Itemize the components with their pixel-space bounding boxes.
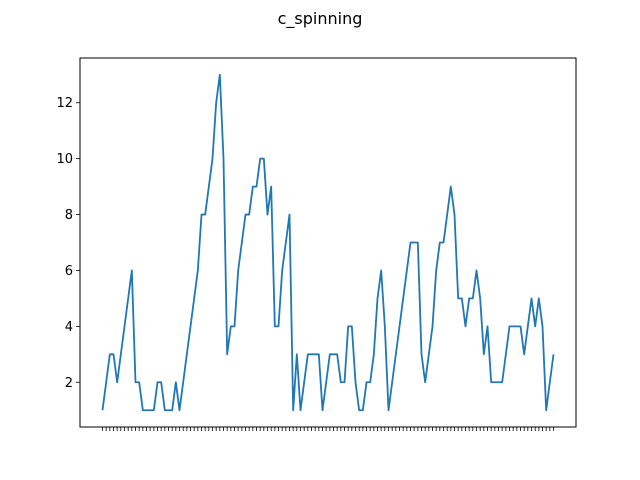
series-line <box>101 73 555 412</box>
y-tick-label: 8 <box>65 208 73 223</box>
y-tick-label: 2 <box>65 376 73 391</box>
y-tick-label: 4 <box>65 320 73 335</box>
series-layer <box>101 73 555 412</box>
y-axis: 2 4 6 8 10 12 <box>56 96 80 391</box>
chart-title: c_spinning <box>278 9 363 29</box>
y-tick-label: 10 <box>56 152 73 167</box>
y-tick-label: 12 <box>56 96 73 111</box>
y-tick-label: 6 <box>65 264 73 279</box>
plot-area-frame <box>79 57 577 428</box>
x-axis <box>102 427 554 431</box>
